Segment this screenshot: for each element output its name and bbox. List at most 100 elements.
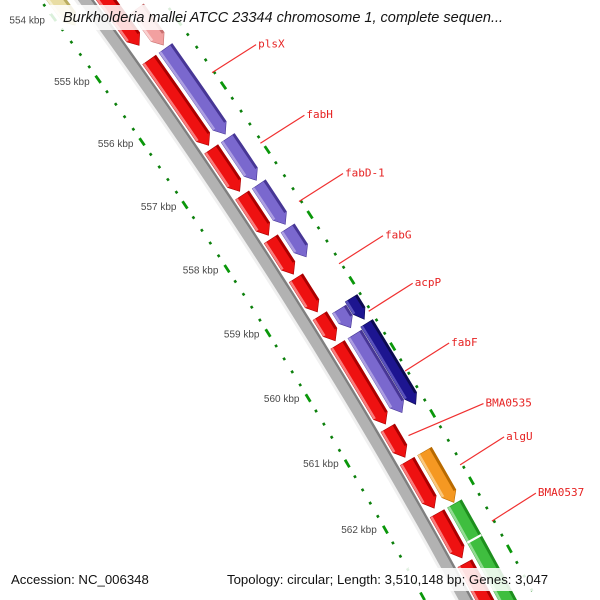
ruler-minor-tick [398,554,403,559]
ruler-minor-tick [69,40,74,45]
ruler-minor-tick [322,422,326,426]
ruler-minor-tick [492,519,497,524]
gene-callout-line-BMA0535 [408,403,484,437]
cds-segment-arrow-highlight-edge [235,198,259,232]
gene-callout-line-plsX [211,44,257,74]
gene-arrow-BMA0537-notch [466,534,482,544]
ruler-minor-tick [314,409,318,413]
ruler-label-555kbp: 555 kbp [54,77,90,88]
ruler-major-tick [429,408,437,418]
ruler-major-tick [219,81,228,90]
gene-label-fabF[interactable]: fabF [451,336,478,349]
ruler-minor-tick [298,383,303,387]
ruler-minor-tick [454,451,458,456]
gene-arrow-BMA0535-shadow-edge [392,424,407,446]
ruler-minor-tick [157,165,162,169]
gene-label-fabD-1[interactable]: fabD-1 [345,167,385,180]
cds-segment-arrow-shadow-edge [412,457,437,497]
ruler-major-tick [348,275,356,285]
ruler-label-558kbp: 558 kbp [183,265,219,276]
gene-callout-line-BMA0537 [491,492,537,522]
ruler-minor-tick [105,89,109,94]
ruler-minor-tick [446,438,451,443]
ruler-minor-tick [282,173,287,178]
ruler-minor-tick [358,291,362,296]
gene-label-plsX[interactable]: plsX [258,38,285,51]
ruler-minor-tick [113,102,118,107]
ruler-minor-tick [274,344,278,348]
ruler-minor-tick [230,96,235,101]
ruler-minor-tick [515,560,519,565]
ruler-minor-tick [247,122,252,126]
ruler-minor-tick [484,506,489,510]
cds-segment-arrow-shadow-edge [300,273,319,301]
ruler-minor-tick [200,228,204,233]
ruler-minor-tick [166,177,170,182]
cds-segment-arrow-shadow-edge [324,311,337,330]
ruler-minor-tick [249,305,254,310]
gene-callouts: plsX fabH fabD-1 fabG acpP fabF BMA0535 algU BMA… [211,38,584,522]
ruler-major-tick [506,544,513,554]
ruler-minor-tick [290,370,295,374]
gene-label-BMA0535[interactable]: BMA0535 [486,397,532,410]
ruler-minor-tick [239,109,243,114]
gene-label-fabG[interactable]: fabG [385,229,412,242]
cds-segment-arrow-shadow-edge [153,55,210,135]
gene-arrow-fabF-shadow-edge [359,330,404,402]
ruler-minor-tick [241,292,246,297]
ruler-minor-tick [398,358,403,362]
cds-segment-arrow-highlight-edge [204,152,230,188]
ruler-minor-tick [185,32,190,37]
cds-segment-arrow-highlight-edge [400,464,425,504]
ruler-minor-tick [368,501,373,505]
gene-arrow-plsX-shadow-edge [170,43,227,123]
gene-callout-line-fabD-1 [298,172,344,203]
gene-arrow-acpP-shadow-edge [343,305,353,317]
ruler-minor-tick [329,435,334,440]
gene-label-fabH[interactable]: fabH [306,108,333,121]
ruler-major-tick [223,264,231,274]
ruler-minor-tick [333,252,338,256]
ruler-minor-tick [374,318,379,322]
ruler-minor-tick [191,215,196,220]
cds-segment-arrow-shadow-edge [275,234,295,263]
gene-label-BMA0537[interactable]: BMA0537 [538,486,584,499]
status-bar: Accession: NC_006348 Topology: circular;… [0,568,600,591]
cds-segment-arrow-highlight-edge [430,516,453,554]
ruler-minor-tick [414,384,419,389]
ruler-minor-tick [131,127,136,132]
ruler-minor-tick [256,135,261,139]
gene-label-algU[interactable]: algU [506,430,532,443]
gene-arrow-algU-shadow-edge [429,447,456,491]
ruler-labels: 554 kbp 555 kbp 556 kbp 557 kbp 558 kbp 559 k… [9,16,377,536]
ruler-minor-tick [87,65,92,69]
ruler-minor-tick [194,45,199,50]
ruler-label-562kbp: 562 kbp [341,525,377,536]
ruler-label-561kbp: 561 kbp [303,459,339,470]
cds-segment-arrow-shadow-edge [342,340,388,413]
ruler-major-tick [343,459,351,469]
gene-arrow-algU[interactable] [417,446,457,503]
ruler-major-tick [382,525,389,535]
ruler-label-559kbp: 559 kbp [224,329,260,340]
cds-segment-arrow-highlight-edge [264,242,284,271]
cds-segment-arrow[interactable] [235,190,271,236]
map-title-bar: Burkholderia mallei ATCC 23344 chromosom… [50,5,538,30]
gene-arrow-fabH[interactable] [220,133,258,181]
ruler-minor-tick [174,190,179,195]
cds-segment-arrow-shadow-edge [215,144,241,181]
ruler-major-tick [306,210,314,220]
gene-arrow-fabD-1-highlight-edge [252,187,276,221]
ruler-minor-tick [282,357,287,361]
ruler-label-556kbp: 556 kbp [98,139,134,150]
misc-feature-arrow-acpP-highlight-edge [345,300,356,315]
ruler-minor-tick [461,465,466,470]
map-title: Burkholderia mallei ATCC 23344 chromosom… [63,9,504,26]
gene-arrow-algU-highlight-edge [417,454,445,498]
gene-callout-line-fabG [338,235,384,265]
ruler-major-tick [263,145,271,155]
gene-arrow-fabG-highlight-edge [281,231,297,253]
gene-arrow-fabH-highlight-edge [221,141,247,177]
gene-label-acpP[interactable]: acpP [415,276,442,289]
